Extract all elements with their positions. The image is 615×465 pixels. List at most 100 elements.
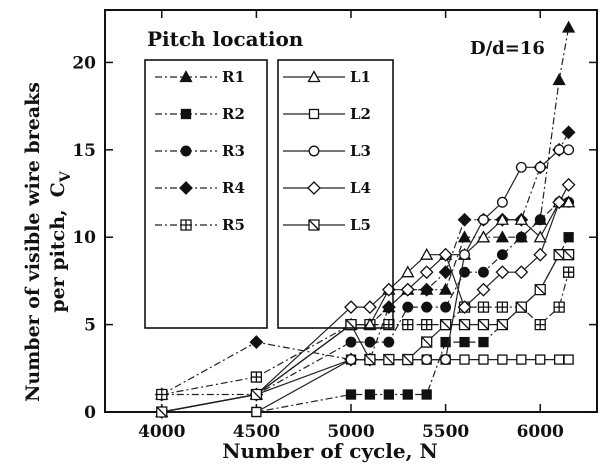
data-point-L5 bbox=[439, 318, 452, 331]
data-point-R1 bbox=[552, 73, 566, 86]
legend-label-R2: R2 bbox=[222, 105, 245, 123]
data-point-R1 bbox=[562, 20, 576, 33]
annotation-text: D/d=16 bbox=[470, 38, 545, 59]
legend-marker-R3 bbox=[180, 145, 192, 157]
data-point-R2 bbox=[364, 389, 376, 400]
data-point-L5 bbox=[402, 353, 414, 366]
legend-marker-R1 bbox=[179, 70, 193, 83]
data-point-L4 bbox=[363, 300, 377, 315]
data-point-R2 bbox=[478, 336, 489, 348]
data-point-R2 bbox=[440, 336, 451, 348]
data-point-L3 bbox=[534, 161, 546, 173]
data-point-L3 bbox=[459, 249, 470, 261]
legend-label-R3: R3 bbox=[222, 142, 245, 160]
data-point-L3 bbox=[478, 214, 489, 226]
x-axis-label: Number of cycle, N bbox=[222, 439, 438, 463]
data-point-R4 bbox=[561, 125, 576, 140]
data-point-L1 bbox=[420, 247, 434, 260]
data-point-R1 bbox=[439, 282, 453, 295]
data-point-R4 bbox=[419, 282, 434, 297]
legend-marker-R4 bbox=[179, 181, 193, 195]
data-point-L1 bbox=[533, 230, 547, 243]
y-tick-label: 0 bbox=[84, 403, 96, 423]
legend-box-right bbox=[144, 59, 268, 329]
data-point-R3 bbox=[515, 231, 527, 243]
data-point-L4 bbox=[344, 300, 358, 315]
data-point-L4 bbox=[438, 247, 453, 262]
legend-marker-L2 bbox=[308, 108, 320, 120]
x-tick-label: 6000 bbox=[517, 422, 564, 442]
legend-marker-R5 bbox=[180, 219, 192, 231]
data-point-R5 bbox=[496, 301, 509, 313]
data-point-R2 bbox=[345, 389, 357, 400]
data-point-L4 bbox=[400, 282, 415, 297]
legend-marker-L4 bbox=[307, 181, 321, 195]
data-point-R2 bbox=[459, 336, 470, 348]
data-point-L1 bbox=[363, 317, 377, 330]
data-point-L4 bbox=[476, 282, 491, 297]
x-tick-label: 5000 bbox=[327, 422, 374, 442]
data-point-L5 bbox=[250, 388, 263, 401]
data-point-L5 bbox=[421, 336, 433, 348]
data-point-R5 bbox=[534, 318, 546, 331]
data-point-L5 bbox=[496, 318, 509, 331]
data-point-R5 bbox=[477, 301, 490, 313]
data-point-R1 bbox=[495, 230, 509, 243]
legend-label-R4: R4 bbox=[222, 179, 245, 197]
data-point-R5 bbox=[553, 301, 565, 313]
data-point-L2 bbox=[251, 406, 262, 418]
data-point-L4 bbox=[561, 177, 576, 192]
data-point-L4 bbox=[514, 265, 529, 280]
data-point-L5 bbox=[383, 353, 395, 366]
data-point-L3 bbox=[496, 196, 508, 208]
data-point-L5 bbox=[156, 406, 168, 418]
legend-box-left bbox=[277, 59, 394, 329]
data-point-L4 bbox=[457, 300, 472, 315]
data-point-L3 bbox=[345, 354, 357, 366]
y-axis-symbol: C bbox=[47, 182, 69, 197]
data-point-L2 bbox=[563, 354, 574, 365]
y-tick-label: 15 bbox=[72, 141, 96, 161]
data-point-L2 bbox=[478, 354, 489, 365]
data-point-L1 bbox=[495, 212, 509, 225]
data-point-R2 bbox=[563, 232, 574, 243]
data-point-R2 bbox=[402, 389, 413, 400]
data-point-R3 bbox=[421, 301, 433, 313]
data-point-L1 bbox=[562, 195, 576, 208]
data-point-L4 bbox=[419, 265, 434, 280]
legend-label-L4: L4 bbox=[350, 179, 371, 197]
y-axis-label-prefix: per pitch, bbox=[47, 209, 69, 312]
data-point-L4 bbox=[552, 195, 567, 210]
series-line-R2 bbox=[161, 236, 570, 413]
data-point-R3 bbox=[496, 249, 508, 261]
data-point-L5 bbox=[364, 353, 376, 366]
y-tick-label: 5 bbox=[84, 316, 96, 336]
data-point-L1 bbox=[401, 265, 415, 278]
legend-marker-L5 bbox=[308, 219, 320, 231]
data-point-L5 bbox=[458, 318, 471, 331]
legend-marker-R2 bbox=[180, 108, 192, 120]
legend-label-L3: L3 bbox=[350, 142, 371, 160]
legend-label-L2: L2 bbox=[350, 105, 371, 123]
legend-title: Pitch location bbox=[147, 27, 304, 51]
data-point-R4 bbox=[457, 212, 472, 227]
y-axis-label-line1: Number of visible wire breaks bbox=[22, 82, 44, 402]
data-point-L5 bbox=[477, 318, 490, 331]
data-point-L4 bbox=[533, 247, 548, 262]
data-point-R5 bbox=[156, 388, 168, 401]
data-point-R3 bbox=[478, 266, 489, 278]
data-point-R5 bbox=[402, 318, 414, 331]
y-axis-label-line2: per pitch, CV bbox=[47, 170, 74, 312]
legend-label-L5: L5 bbox=[350, 216, 371, 234]
data-point-L2 bbox=[535, 354, 546, 365]
data-point-L3 bbox=[563, 144, 575, 156]
data-point-L3 bbox=[440, 354, 452, 366]
data-point-L2 bbox=[459, 354, 470, 365]
data-point-L4 bbox=[495, 265, 510, 280]
y-tick-label: 20 bbox=[72, 53, 96, 73]
data-point-R3 bbox=[534, 214, 546, 226]
legend-marker-L1 bbox=[307, 70, 321, 83]
data-point-L1 bbox=[514, 212, 528, 225]
data-point-R2 bbox=[383, 389, 394, 400]
